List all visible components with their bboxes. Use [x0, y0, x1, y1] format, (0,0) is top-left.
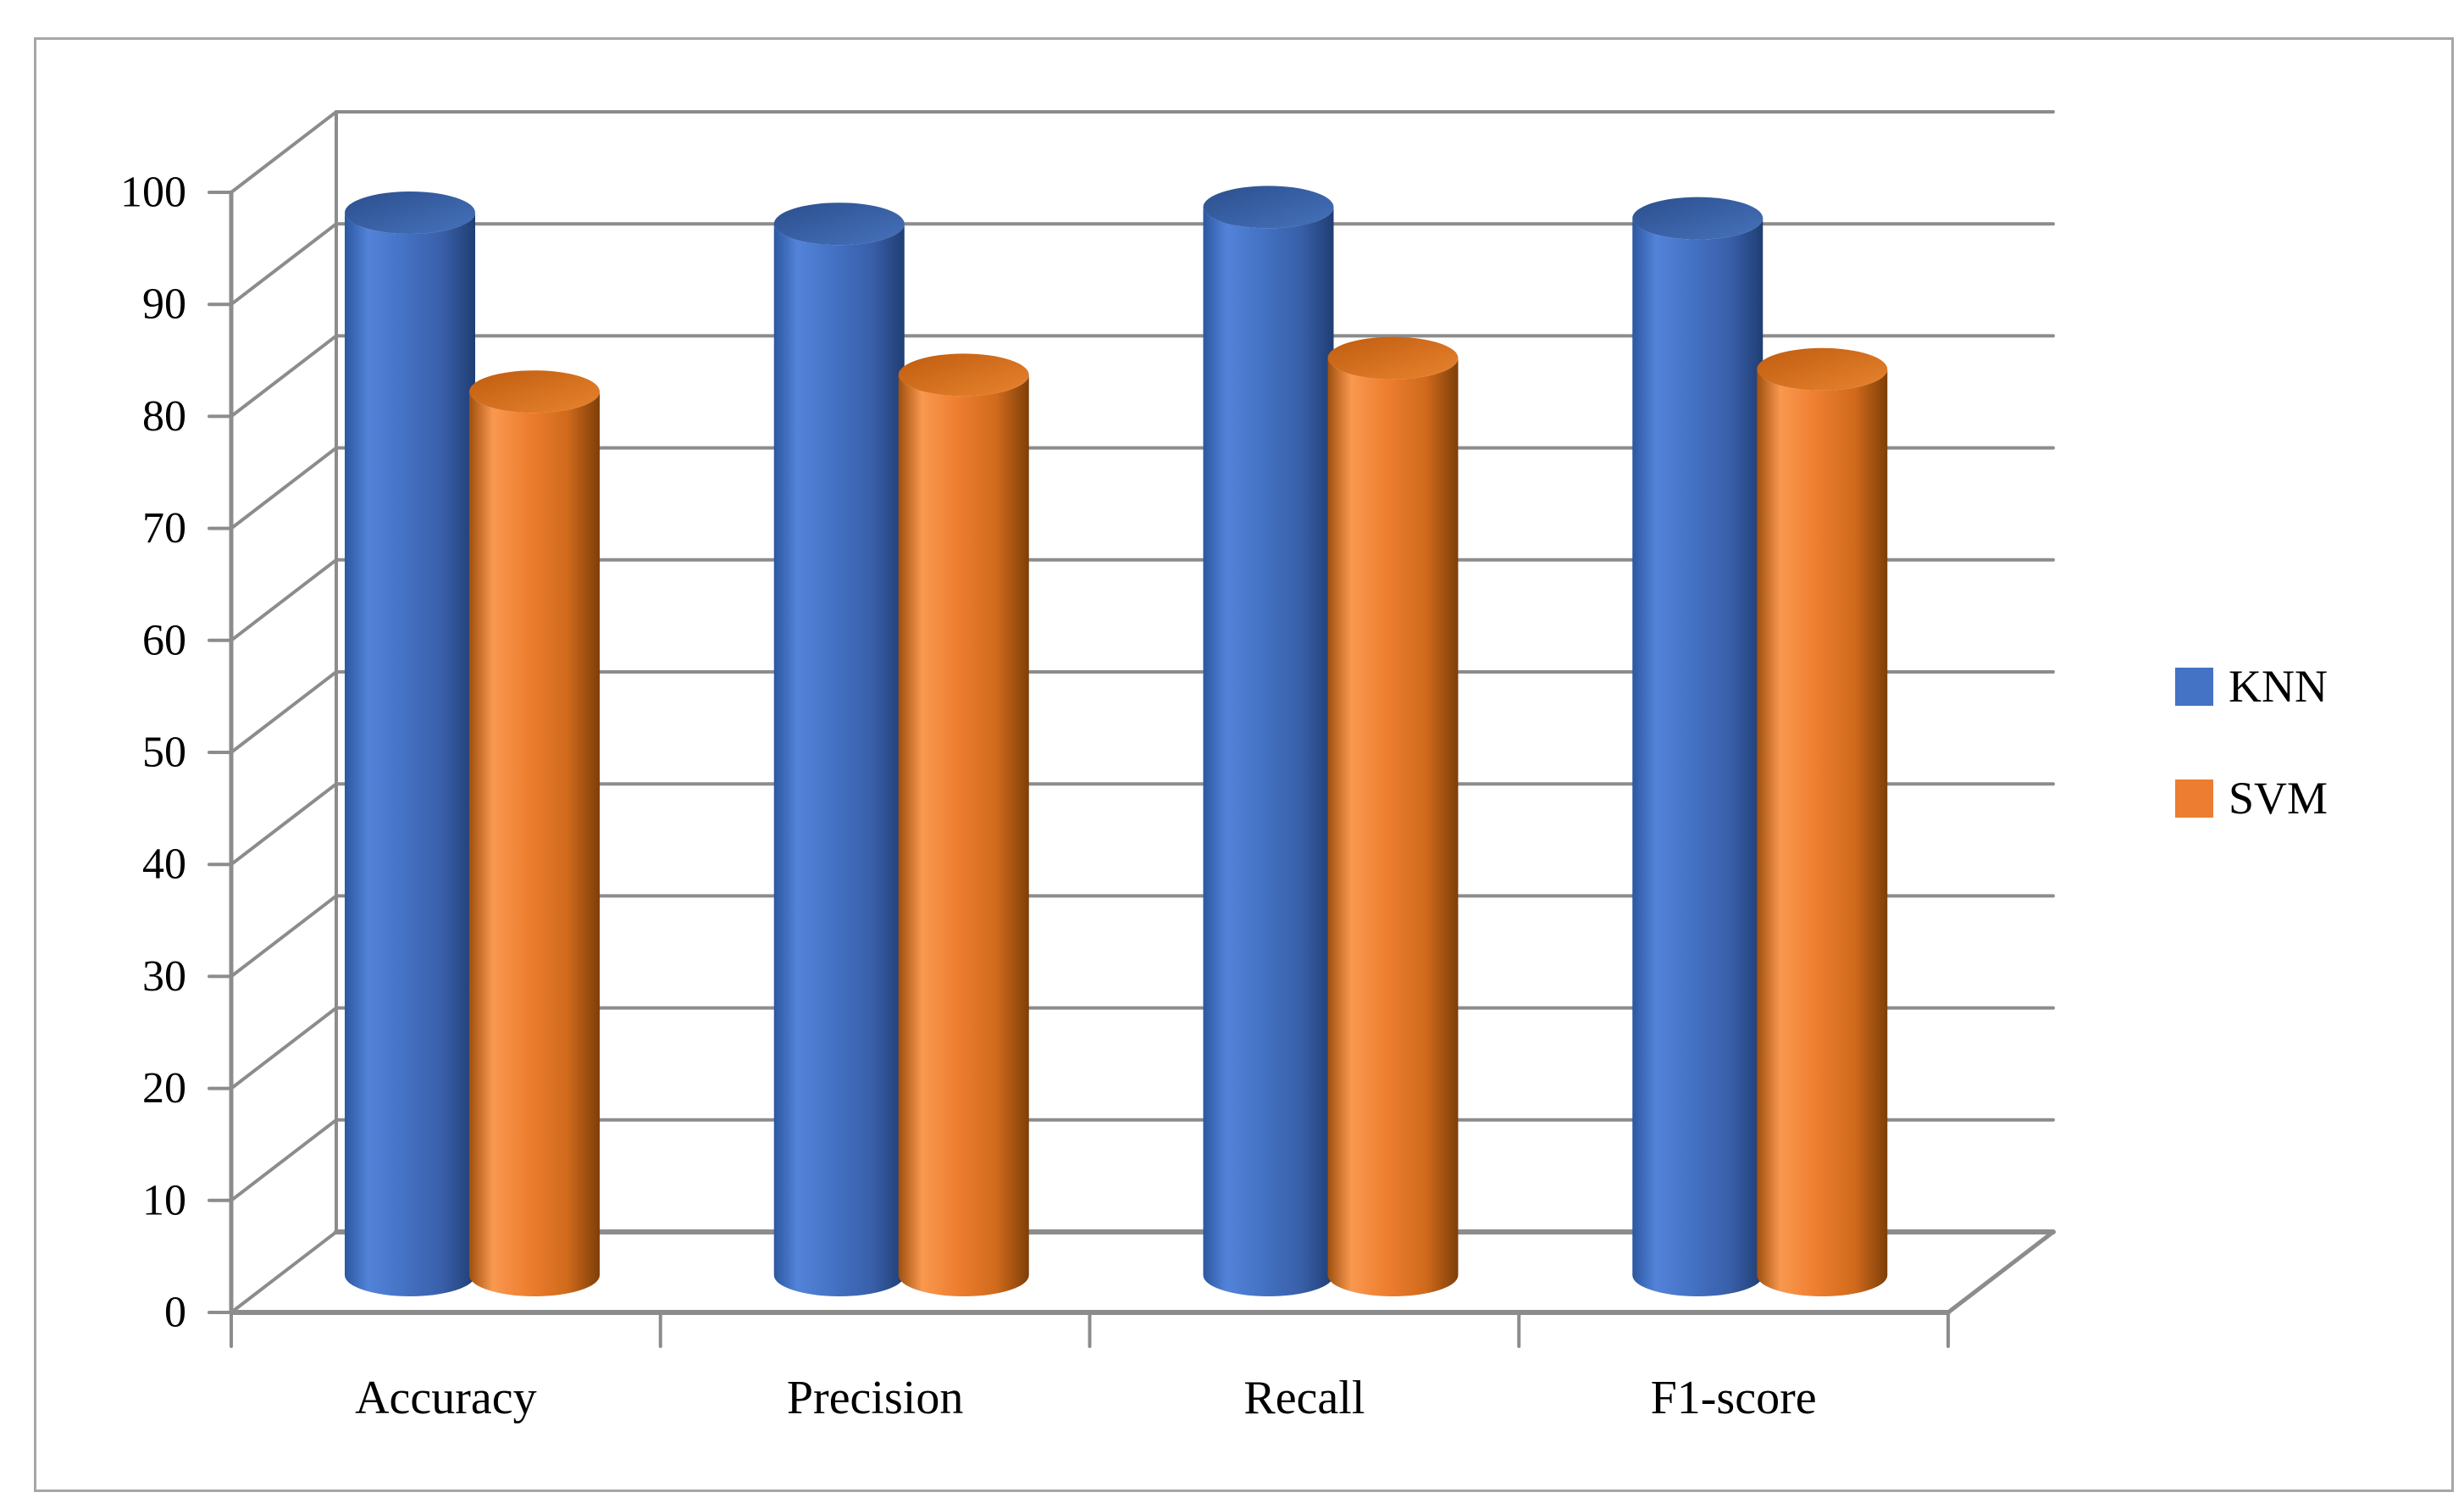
gridline-depth — [230, 670, 338, 754]
gridline-depth — [230, 222, 338, 307]
cylinder-knn-f1-score — [1632, 197, 1764, 1296]
cylinder-body — [345, 213, 475, 1296]
cylinder-svm-recall — [1327, 336, 1459, 1296]
legend-swatch-knn — [2175, 667, 2213, 706]
legend-item-svm: SVM — [2175, 775, 2328, 821]
y-axis-label: 100 — [120, 169, 186, 217]
floor-right-edge — [1946, 1229, 2056, 1315]
y-axis-labels: 0 10 20 30 40 50 60 70 80 90 100 — [120, 169, 186, 1337]
cylinder-body — [1757, 369, 1888, 1296]
x-axis-label-f1-score: F1-score — [1651, 1372, 1817, 1424]
cylinder-top — [345, 191, 475, 234]
cylinder-svm-f1-score — [1757, 347, 1888, 1296]
y-axis-label: 70 — [142, 504, 186, 552]
y-axis-label: 40 — [142, 840, 186, 889]
cylinder-top — [469, 370, 600, 413]
y-axis-label: 0 — [164, 1289, 186, 1337]
gridline-depth — [230, 334, 338, 419]
cylinder-body — [1632, 218, 1764, 1296]
cylinder-knn-recall — [1203, 186, 1334, 1296]
y-axis-label: 50 — [142, 729, 186, 777]
x-axis-label-accuracy: Accuracy — [355, 1372, 537, 1424]
gridline-depth — [230, 446, 338, 530]
cylinder-top — [773, 202, 905, 246]
cylinder-top — [898, 353, 1029, 397]
bars — [345, 186, 1888, 1297]
cylinder-body — [1327, 358, 1459, 1296]
legend-item-knn: KNN — [2175, 663, 2328, 709]
y-axis-label: 90 — [142, 280, 186, 329]
legend-swatch-svm — [2175, 779, 2213, 818]
cylinder-top — [1203, 186, 1334, 229]
y-axis-label: 20 — [142, 1064, 186, 1112]
x-axis-label-precision: Precision — [787, 1372, 963, 1424]
gridline-depth — [230, 1230, 338, 1314]
cylinder-top — [1632, 197, 1764, 240]
y-axis-label: 60 — [142, 616, 186, 664]
x-axis-labels: Accuracy Precision Recall F1-score — [355, 1372, 1816, 1424]
cylinder-body — [1203, 207, 1334, 1296]
cylinder-body — [469, 391, 600, 1297]
cylinder-body — [898, 374, 1029, 1296]
y-axis-label: 10 — [142, 1176, 186, 1224]
cylinder-body — [773, 224, 905, 1297]
legend-label-knn: KNN — [2229, 661, 2328, 712]
plot-walls — [229, 110, 338, 1315]
cylinder-top — [1327, 336, 1459, 380]
cylinder-knn-accuracy — [345, 191, 475, 1296]
cylinder-svm-accuracy — [469, 370, 600, 1297]
gridline-depth — [230, 1006, 338, 1090]
cylinder-knn-precision — [773, 202, 905, 1297]
y-axis-label: 80 — [142, 392, 186, 441]
gridline-depth — [230, 894, 338, 979]
gridline-depth — [230, 110, 338, 194]
gridline-depth — [230, 782, 338, 867]
cylinder-top — [1757, 347, 1888, 391]
figure-border — [34, 37, 2454, 1492]
gridlines — [208, 110, 2056, 1314]
y-axis-label: 30 — [142, 952, 186, 1001]
cylinder-svm-precision — [898, 353, 1029, 1296]
x-axis-label-recall: Recall — [1243, 1372, 1365, 1424]
legend-label-svm: SVM — [2229, 773, 2328, 824]
plot-floor — [229, 1229, 2056, 1348]
gridline-depth — [230, 558, 338, 642]
gridline-depth — [230, 1118, 338, 1202]
